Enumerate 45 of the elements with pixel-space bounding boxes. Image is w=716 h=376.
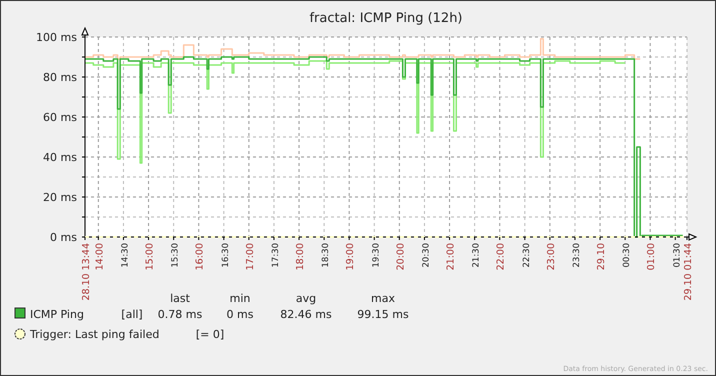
x-tick-label: 22:00 (496, 243, 507, 270)
x-tick-label: 20:30 (421, 243, 432, 268)
legend-label: Trigger: Last ping failed (29, 328, 160, 341)
text: max (371, 292, 396, 305)
chart-title: fractal: ICMP Ping (12h) (309, 11, 463, 26)
x-tick-label: 17:00 (244, 243, 256, 270)
x-tick-label: 17:30 (270, 243, 281, 268)
text: [all] (121, 308, 143, 321)
x-tick-label: 15:00 (144, 243, 156, 270)
y-tick-label: 100 ms (36, 31, 78, 44)
x-tick-label: 23:30 (572, 243, 582, 268)
x-tick-label: 19:30 (371, 243, 382, 268)
y-tick-label: 60 ms (43, 111, 78, 124)
text: last (170, 292, 191, 305)
x-tick-label: 00:30 (622, 243, 632, 268)
x-tick-label: 19:00 (345, 243, 356, 270)
x-tick-label: 15:30 (170, 243, 181, 268)
text: 0.78 ms (158, 308, 202, 321)
text: avg (296, 292, 316, 305)
x-tick-label: 16:30 (220, 243, 231, 268)
x-tick-label: 20:00 (395, 243, 406, 270)
y-tick-label: 20 ms (43, 191, 78, 204)
text: [= 0] (196, 328, 224, 341)
x-tick-label: 16:00 (194, 243, 206, 270)
y-tick-label: 80 ms (43, 71, 78, 84)
x-tick-label: 18:30 (321, 243, 332, 268)
x-tick-label: 23:00 (546, 243, 557, 270)
x-tick-label: 29.10 (596, 243, 608, 270)
text: 99.15 ms (357, 308, 409, 321)
text: 82.46 ms (280, 308, 332, 321)
x-tick-label: 18:00 (295, 243, 306, 270)
x-tick-label: 21:00 (446, 243, 457, 270)
x-tick-label: 21:30 (472, 243, 482, 268)
text: min (230, 292, 250, 305)
x-tick-label: 14:30 (120, 243, 130, 268)
x-tick-label: 22:30 (522, 243, 532, 268)
text: 0 ms (226, 308, 254, 321)
legend-label: ICMP Ping (30, 308, 84, 321)
y-tick-label: 40 ms (43, 151, 78, 164)
x-tick-label: 14:00 (94, 243, 106, 270)
x-tick-label: 29.10 01:44 (683, 243, 694, 301)
x-tick-label: 01:00 (646, 243, 658, 270)
x-tick-label: 01:30 (672, 243, 682, 268)
x-tick-label: 28.10 13:44 (81, 243, 92, 301)
y-tick-label: 0 ms (50, 231, 78, 244)
